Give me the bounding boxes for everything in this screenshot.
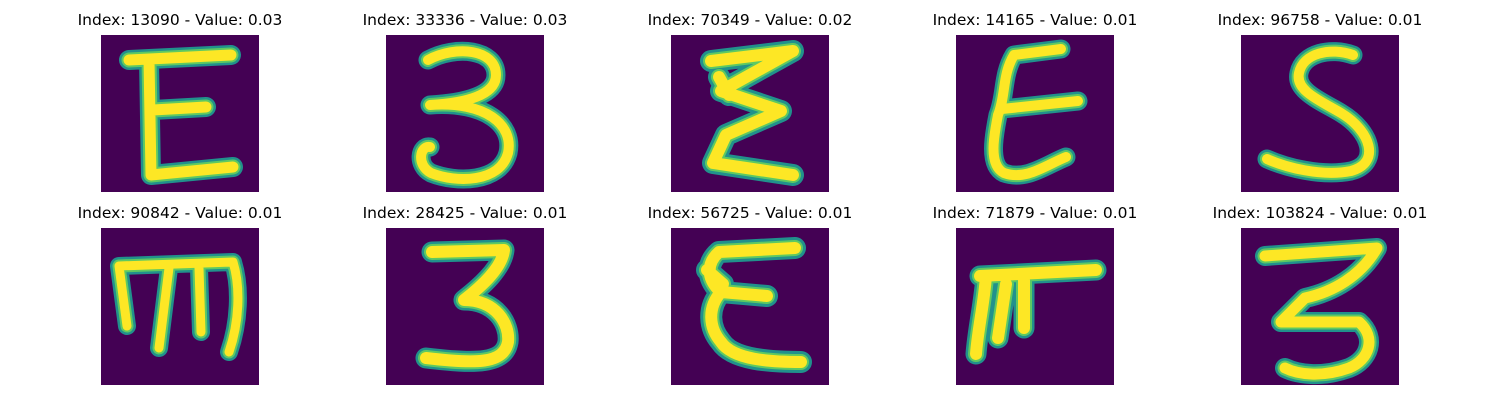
glyph-image [1241,35,1399,192]
glyph-image [956,228,1114,385]
tile-title: Index: 14165 - Value: 0.01 [932,11,1138,29]
glyph-image [386,228,544,385]
tile-title: Index: 33336 - Value: 0.03 [362,11,568,29]
tile-title: Index: 56725 - Value: 0.01 [647,204,853,222]
glyph-image [101,228,259,385]
glyph-image [671,35,829,192]
glyph-image [101,35,259,192]
tile-title: Index: 13090 - Value: 0.03 [77,11,283,29]
glyph-image [671,228,829,385]
tile-title: Index: 70349 - Value: 0.02 [647,11,853,29]
glyph-image [1241,228,1399,385]
glyph-image [386,35,544,192]
tile-title: Index: 103824 - Value: 0.01 [1212,204,1428,222]
tile-title: Index: 90842 - Value: 0.01 [77,204,283,222]
tile-title: Index: 96758 - Value: 0.01 [1217,11,1423,29]
tile-title: Index: 28425 - Value: 0.01 [362,204,568,222]
tile-title: Index: 71879 - Value: 0.01 [932,204,1138,222]
glyph-image [956,35,1114,192]
